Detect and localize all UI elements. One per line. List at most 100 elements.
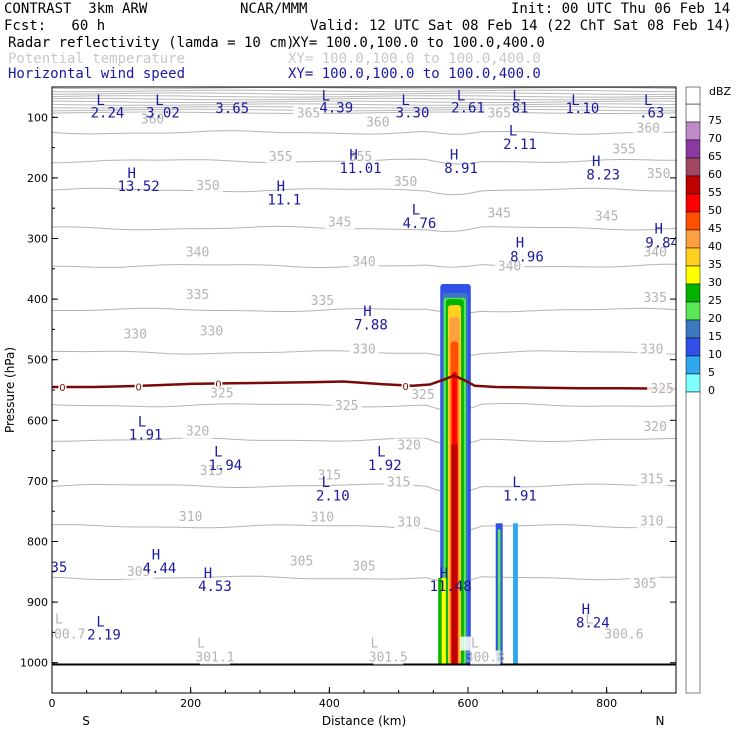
- wind-speed-label: 1.92: [368, 458, 402, 474]
- theta-contour-320: [52, 437, 676, 446]
- colorbar-top-cap: [685, 86, 701, 105]
- wind-speed-label: H: [516, 236, 524, 252]
- theta-label: L: [197, 637, 205, 652]
- colorbar-level-label: 10: [708, 348, 722, 361]
- theta-contour-350: [52, 187, 676, 196]
- theta-label-bg: [640, 420, 671, 435]
- y-tick-label: 700: [27, 475, 48, 488]
- theta-label: 360: [366, 115, 389, 130]
- theta-label-bg: [349, 559, 379, 574]
- theta-label: 330: [123, 327, 146, 342]
- colorbar-swatch: [685, 103, 701, 123]
- theta-label: 320: [186, 424, 209, 439]
- header-center: NCAR/MMM: [240, 1, 308, 17]
- wind-speed-label: 2.10: [316, 488, 350, 504]
- colorbar-swatch: [685, 337, 701, 357]
- wind-speed-label: H: [128, 166, 136, 182]
- theta-label: 315: [387, 475, 410, 490]
- freezing-level-label: 0: [215, 379, 221, 390]
- wind-speed-label: 3.02: [146, 105, 180, 121]
- field-wind-name: Horizontal wind speed: [8, 66, 186, 82]
- colorbar-swatch: [685, 157, 701, 177]
- theta-label: 301.5: [369, 650, 408, 665]
- colorbar-swatch: [685, 283, 701, 303]
- colorbar-level-label: 0: [708, 384, 715, 397]
- wind-speed-label: H: [363, 304, 371, 320]
- theta-label-bg: [196, 463, 227, 478]
- y-tick-label: 800: [27, 536, 48, 549]
- colorbar-swatch: [685, 211, 701, 231]
- wind-speed-label: H: [582, 602, 590, 618]
- theta-label: 305: [127, 565, 150, 580]
- theta-label: 310: [179, 510, 202, 525]
- theta-label-bg: [196, 324, 227, 339]
- colorbar-level-label: 50: [708, 204, 722, 217]
- y-tick-label: 200: [27, 172, 48, 185]
- header-valid: Valid: 12 UTC Sat 08 Feb 14 (22 ChT Sat …: [310, 18, 732, 34]
- theta-label: 365: [297, 106, 320, 121]
- wind-speed-label: L: [377, 445, 385, 461]
- wind-speed-label: 81: [512, 100, 529, 116]
- theta-label: 350: [196, 179, 219, 194]
- theta-top-band-line: [52, 108, 676, 112]
- theta-label: 315: [200, 464, 223, 479]
- theta-label-bg: [206, 386, 237, 401]
- wind-speed-label: H: [277, 179, 285, 195]
- theta-label: 330: [352, 343, 375, 358]
- wind-speed-label: L: [96, 93, 104, 109]
- theta-label: 335: [643, 291, 666, 306]
- theta-label-bg: [574, 612, 605, 627]
- theta-label-bg: [199, 650, 230, 665]
- wind-speed-label: .63: [639, 105, 664, 121]
- theta-label-bg: [629, 577, 660, 592]
- theta-label-bg: [459, 636, 490, 651]
- theta-label-bg: [484, 206, 515, 221]
- colorbar-swatch: [685, 247, 701, 267]
- theta-label: L: [471, 637, 479, 652]
- theta-label: 360: [141, 112, 164, 127]
- theta-label: 335: [311, 294, 334, 309]
- theta-label-bg: [643, 166, 674, 181]
- wind-speed-label: 13.52: [118, 179, 160, 195]
- wind-speed-label: L: [322, 88, 330, 104]
- wind-speed-label: 11.1: [267, 193, 301, 209]
- theta-label-bg: [609, 142, 639, 157]
- wind-speed-label: 9.84: [645, 236, 679, 252]
- y-tick-label: 300: [27, 233, 48, 246]
- theta-top-band-line: [52, 103, 676, 106]
- theta-label-bg: [137, 112, 168, 127]
- theta-contour-310: [52, 523, 676, 534]
- wind-speed-label: 11.48: [430, 579, 472, 595]
- wind-speed-label: 4.44: [143, 561, 177, 577]
- x-tick-label: 0: [49, 697, 56, 710]
- theta-label: 325: [335, 399, 358, 414]
- field-reflectivity-name: Radar reflectivity (lamda = 10 cm): [8, 35, 295, 51]
- wind-speed-label: L: [512, 88, 520, 104]
- theta-label-bg: [182, 424, 213, 439]
- freezing-level-line: [52, 374, 676, 391]
- colorbar-swatch: [685, 229, 701, 249]
- freezing-level-label-bg: [134, 381, 143, 392]
- theta-label: 300.7: [46, 627, 85, 642]
- plot-area: 0000036036536036536035535535535035035034…: [46, 87, 679, 666]
- wind-speed-label: L: [571, 93, 579, 109]
- y-axis-title: Pressure (hPa): [3, 347, 17, 433]
- theta-top-band-line: [52, 87, 676, 90]
- wind-speed-label: H: [654, 222, 662, 238]
- colorbar-level-label: 15: [708, 330, 722, 343]
- wind-speed-label: L: [412, 202, 420, 218]
- theta-label-bg: [193, 179, 223, 194]
- wind-speed-label: 2.61: [451, 100, 485, 116]
- reflectivity-low-green: [440, 577, 446, 665]
- theta-label-bg: [636, 342, 667, 357]
- theta-contour-325: [52, 403, 676, 412]
- theta-label-bg: [349, 342, 379, 357]
- theta-label: 305: [290, 555, 313, 570]
- colorbar-swatch: [685, 139, 701, 159]
- theta-label: 310: [311, 511, 334, 526]
- theta-contour-345: [52, 225, 676, 233]
- theta-label-bg: [123, 565, 154, 580]
- wind-speed-label: 4.39: [319, 100, 353, 116]
- theta-label: 325: [650, 382, 673, 397]
- wind-speed-label: H: [204, 566, 212, 582]
